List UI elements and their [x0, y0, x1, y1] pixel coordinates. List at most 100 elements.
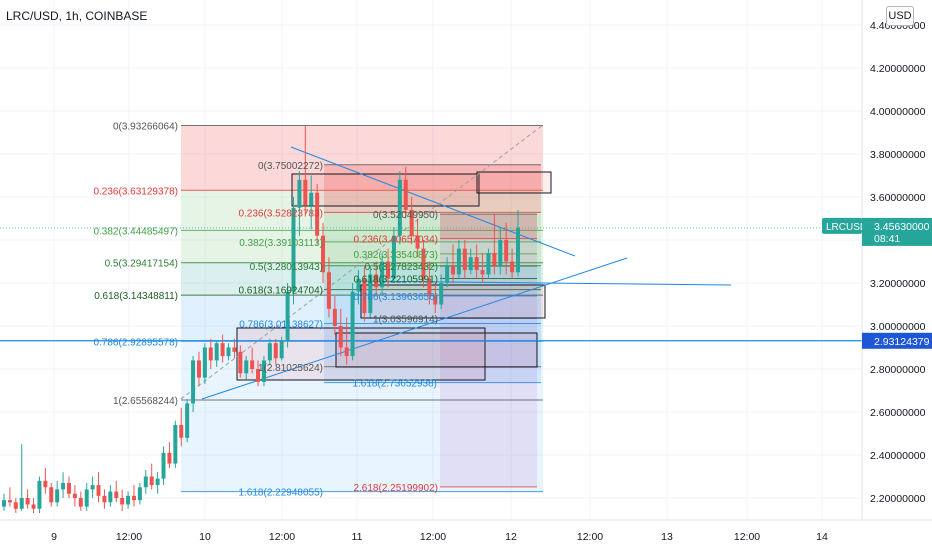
candle-body[interactable] — [55, 489, 60, 503]
candle-body[interactable] — [149, 476, 154, 486]
fib1-diagonal[interactable] — [180, 124, 544, 400]
candle-body[interactable] — [273, 343, 278, 359]
candle-body[interactable] — [267, 343, 272, 361]
candle-body[interactable] — [498, 240, 503, 266]
candle-body[interactable] — [291, 207, 296, 292]
candle-body[interactable] — [102, 495, 107, 503]
candle-body[interactable] — [167, 452, 172, 464]
candle-body[interactable] — [415, 235, 420, 249]
candle-body[interactable] — [78, 498, 83, 507]
candle-body[interactable] — [309, 192, 314, 206]
rectangle-drawing[interactable] — [476, 171, 552, 194]
candle-body[interactable] — [321, 235, 326, 273]
candle-body[interactable] — [285, 291, 290, 342]
candle-body[interactable] — [2, 500, 6, 507]
candle-body[interactable] — [19, 498, 24, 509]
candle-body[interactable] — [108, 491, 113, 503]
candle-body[interactable] — [202, 347, 207, 378]
candle-body[interactable] — [326, 272, 331, 309]
candle-body[interactable] — [409, 209, 414, 236]
currency-button[interactable]: USD — [886, 6, 914, 26]
fib2-zone[interactable] — [324, 164, 541, 213]
candle-body[interactable] — [504, 240, 509, 262]
rectangle-drawing[interactable] — [335, 332, 538, 368]
candle-body[interactable] — [66, 482, 71, 494]
candle-body[interactable] — [226, 347, 231, 357]
candle-body[interactable] — [403, 179, 408, 210]
candle-body[interactable] — [492, 252, 497, 266]
candle-body[interactable] — [137, 487, 142, 501]
candle-body[interactable] — [173, 424, 178, 464]
candle-body[interactable] — [391, 235, 396, 279]
candle-body[interactable] — [161, 452, 166, 479]
candle-body[interactable] — [344, 347, 349, 357]
candle-body[interactable] — [256, 369, 261, 382]
chart-drawings[interactable] — [0, 124, 862, 493]
candle-body[interactable] — [480, 270, 485, 275]
candle-body[interactable] — [303, 179, 308, 206]
trendline-lower[interactable] — [201, 257, 628, 400]
candle-body[interactable] — [131, 495, 136, 501]
candle-body[interactable] — [49, 487, 54, 503]
rectangle-drawing[interactable] — [360, 284, 546, 319]
candle-body[interactable] — [451, 265, 456, 275]
candle-body[interactable] — [244, 360, 249, 374]
candle-body[interactable] — [386, 261, 391, 279]
candle-body[interactable] — [315, 192, 320, 236]
fib1-zone[interactable] — [181, 190, 543, 231]
candle-body[interactable] — [427, 278, 432, 296]
candle-body[interactable] — [462, 248, 467, 271]
candle-body[interactable] — [332, 308, 337, 326]
symbol-title[interactable]: LRC/USD, 1h, COINBASE — [6, 9, 147, 23]
candle-body[interactable] — [72, 493, 77, 498]
candle-body[interactable] — [338, 326, 343, 348]
fib2-zone[interactable] — [324, 323, 541, 367]
candle-body[interactable] — [120, 498, 125, 505]
candle-body[interactable] — [468, 257, 473, 271]
rectangle-drawing[interactable] — [236, 327, 486, 381]
fib1-zone[interactable] — [181, 125, 543, 191]
candle-body[interactable] — [439, 283, 444, 305]
candle-body[interactable] — [37, 480, 42, 509]
fib2-zone[interactable] — [324, 212, 541, 242]
candle-body[interactable] — [13, 502, 18, 509]
candle-body[interactable] — [368, 274, 373, 314]
candle-body[interactable] — [208, 347, 213, 361]
candle-body[interactable] — [214, 343, 219, 361]
candle-body[interactable] — [61, 482, 66, 490]
candle-body[interactable] — [220, 343, 225, 357]
candle-body[interactable] — [114, 491, 119, 498]
candle-body[interactable] — [31, 504, 36, 509]
candle-body[interactable] — [456, 248, 461, 275]
candle-body[interactable] — [474, 257, 479, 271]
candle-body[interactable] — [297, 179, 302, 208]
candles[interactable] — [2, 126, 520, 514]
fib2-zone[interactable] — [324, 366, 541, 383]
candle-body[interactable] — [84, 489, 89, 507]
candle-body[interactable] — [238, 351, 243, 374]
candle-body[interactable] — [362, 278, 367, 314]
candle-body[interactable] — [43, 480, 48, 488]
candle-body[interactable] — [516, 227, 520, 273]
candle-body[interactable] — [261, 360, 266, 382]
candle-body[interactable] — [90, 485, 95, 490]
candle-body[interactable] — [96, 485, 101, 496]
candle-body[interactable] — [421, 248, 426, 279]
candle-body[interactable] — [196, 360, 201, 378]
candle-body[interactable] — [126, 495, 131, 505]
candle-body[interactable] — [350, 291, 355, 357]
candle-body[interactable] — [445, 265, 450, 283]
candle-body[interactable] — [397, 179, 402, 236]
candle-body[interactable] — [250, 360, 255, 369]
candle-body[interactable] — [279, 341, 284, 359]
fib3-zone[interactable] — [440, 214, 537, 239]
candle-body[interactable] — [510, 261, 515, 273]
candle-body[interactable] — [356, 278, 361, 292]
candle-body[interactable] — [25, 498, 30, 505]
trendline-upper[interactable] — [290, 146, 576, 257]
candle-body[interactable] — [185, 403, 190, 438]
candle-body[interactable] — [486, 252, 491, 275]
candle-body[interactable] — [143, 476, 148, 488]
